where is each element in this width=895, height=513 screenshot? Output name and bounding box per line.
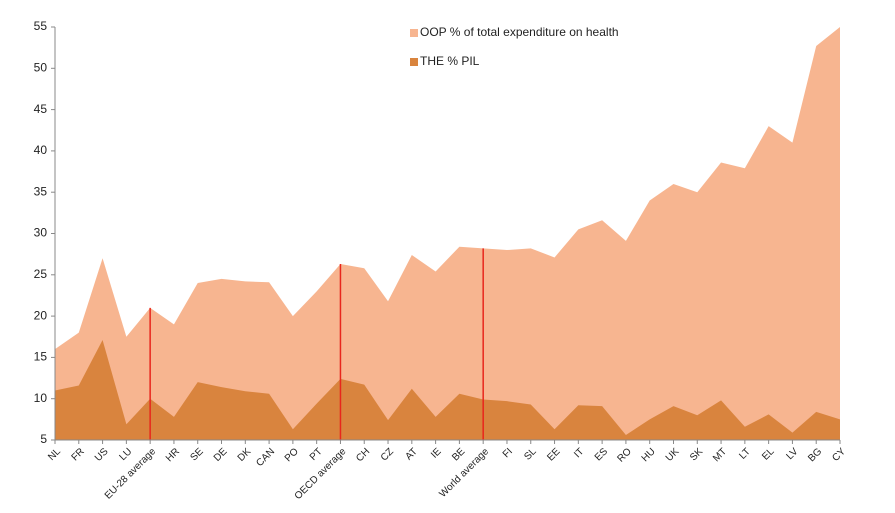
legend-swatch: [410, 58, 418, 66]
x-tick-label: FR: [70, 446, 87, 463]
y-tick-label: 15: [34, 350, 48, 364]
x-tick-label: LU: [118, 446, 135, 463]
x-tick-label: EL: [760, 446, 777, 463]
x-tick-label: PT: [308, 446, 325, 463]
x-tick-label: FI: [501, 446, 515, 460]
legend-swatch: [410, 29, 418, 37]
legend-label: THE % PIL: [420, 54, 480, 68]
y-tick-label: 30: [34, 226, 48, 240]
x-tick-label: CH: [354, 446, 372, 464]
x-tick-label: BE: [450, 446, 467, 463]
x-tick-label: RO: [616, 446, 635, 465]
y-tick-label: 5: [40, 432, 47, 446]
y-tick-label: 55: [34, 19, 48, 33]
x-tick-label: HR: [164, 446, 182, 464]
x-tick-label: AT: [404, 446, 420, 462]
x-tick-label: SK: [688, 446, 705, 463]
x-tick-label: DK: [236, 446, 254, 464]
x-tick-label: SL: [522, 446, 539, 463]
y-tick-label: 35: [34, 184, 48, 198]
x-tick-label: CZ: [379, 446, 396, 463]
area: [55, 27, 840, 440]
x-tick-label: US: [93, 446, 111, 464]
x-tick-label: ES: [593, 446, 610, 463]
y-tick-label: 45: [34, 102, 48, 116]
x-tick-label: BG: [806, 446, 824, 464]
x-tick-label: MT: [711, 446, 729, 464]
x-tick-label: HU: [640, 446, 658, 464]
x-tick-label: LT: [737, 446, 753, 462]
x-tick-label: PO: [283, 446, 301, 464]
x-tick-label: NL: [46, 446, 63, 463]
legend-label: OOP % of total expenditure on health: [420, 25, 619, 39]
x-tick-label: CAN: [254, 446, 277, 469]
y-tick-label: 20: [34, 308, 48, 322]
x-tick-label: UK: [664, 446, 682, 464]
x-tick-label: SE: [189, 446, 206, 463]
y-tick-label: 25: [34, 267, 48, 281]
area: [55, 340, 840, 440]
x-tick-label: CY: [830, 446, 848, 464]
x-tick-label: IE: [429, 446, 444, 461]
y-tick-label: 40: [34, 143, 48, 157]
x-tick-label: EE: [545, 446, 562, 463]
x-tick-label: DE: [212, 446, 230, 464]
x-tick-label: IT: [572, 446, 586, 460]
y-tick-label: 10: [34, 391, 48, 405]
x-tick-label: LV: [785, 446, 801, 462]
y-tick-label: 50: [34, 60, 48, 74]
